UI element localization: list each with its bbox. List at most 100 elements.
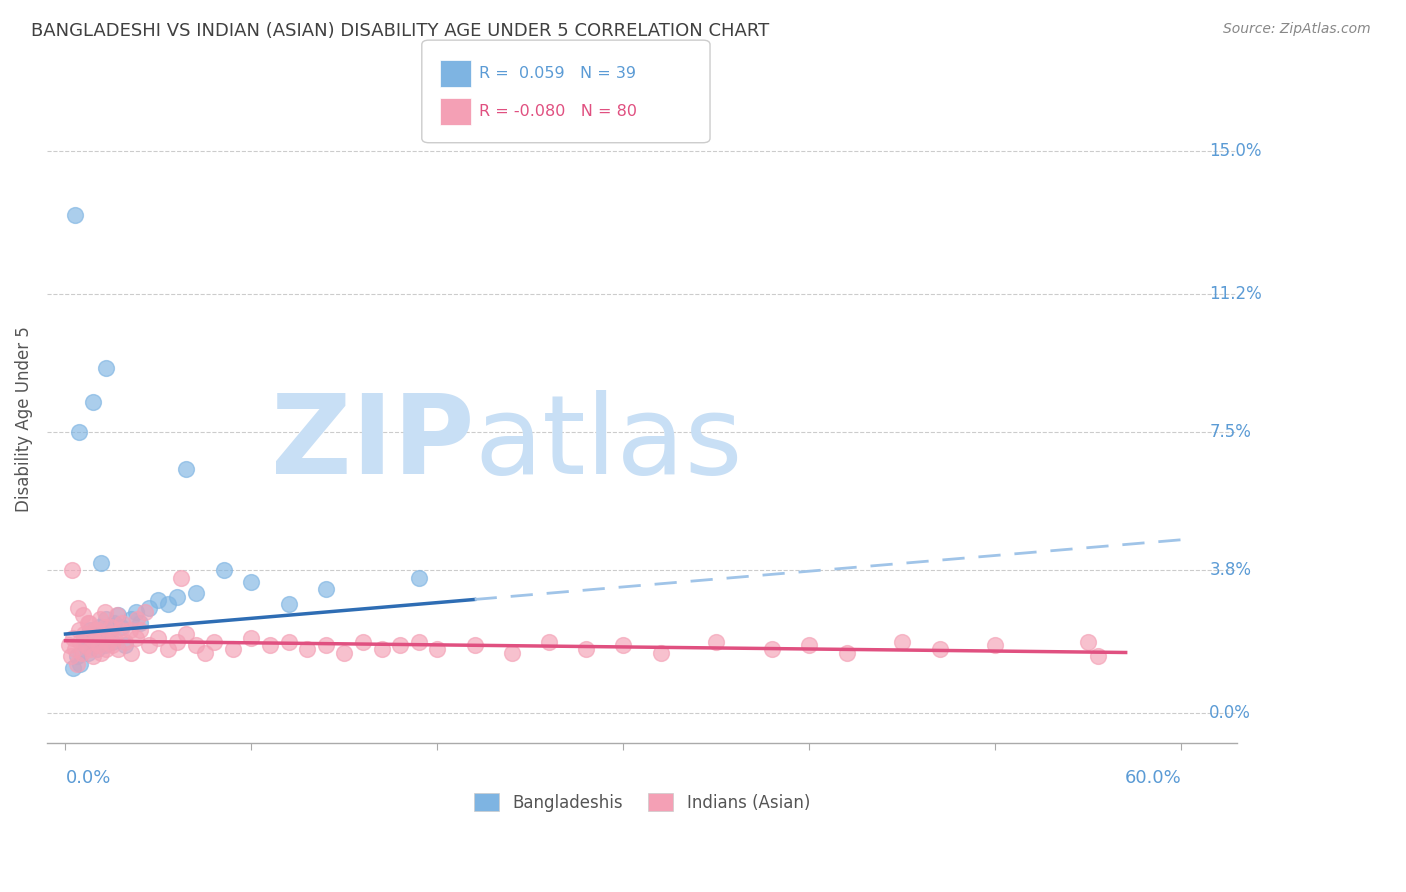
Text: 11.2%: 11.2% <box>1209 285 1263 302</box>
Legend: Bangladeshis, Indians (Asian): Bangladeshis, Indians (Asian) <box>468 787 817 818</box>
Point <box>66 649 89 664</box>
Point <box>134 605 156 619</box>
Point <box>87 619 110 633</box>
Point <box>297 642 319 657</box>
Point <box>76 646 98 660</box>
Point <box>156 597 179 611</box>
Point <box>93 619 115 633</box>
Point <box>76 615 98 630</box>
Point <box>120 646 142 660</box>
Point <box>984 638 1007 652</box>
Point <box>128 615 150 630</box>
Point <box>408 634 430 648</box>
Point <box>101 634 124 648</box>
Point <box>538 634 561 648</box>
Point <box>80 631 103 645</box>
Point <box>82 395 104 409</box>
Point <box>170 571 193 585</box>
Text: R = -0.080   N = 80: R = -0.080 N = 80 <box>479 104 637 119</box>
Point <box>84 627 107 641</box>
Point <box>90 556 112 570</box>
Point <box>94 605 117 619</box>
Point <box>97 634 120 648</box>
Point <box>62 661 84 675</box>
Point <box>184 638 207 652</box>
Point <box>82 649 104 664</box>
Point <box>63 642 86 657</box>
Point <box>67 624 90 638</box>
Point <box>60 563 83 577</box>
Text: 3.8%: 3.8% <box>1209 561 1251 580</box>
Point <box>575 642 598 657</box>
Point <box>77 615 100 630</box>
Point <box>240 574 263 589</box>
Text: 7.5%: 7.5% <box>1209 423 1251 441</box>
Text: ZIP: ZIP <box>271 390 475 497</box>
Point <box>212 563 235 577</box>
Point <box>761 642 783 657</box>
Point <box>105 608 128 623</box>
Point <box>118 624 141 638</box>
Point <box>706 634 728 648</box>
Point <box>389 638 412 652</box>
Text: 60.0%: 60.0% <box>1125 769 1181 787</box>
Point <box>107 642 129 657</box>
Point <box>202 634 225 648</box>
Point <box>166 634 188 648</box>
Text: atlas: atlas <box>475 390 744 497</box>
Point <box>352 634 374 648</box>
Point <box>612 638 634 652</box>
Point <box>110 619 132 633</box>
Point <box>90 646 112 660</box>
Point <box>96 361 118 376</box>
Point <box>138 600 160 615</box>
Point <box>58 638 80 652</box>
Point <box>315 582 337 596</box>
Point <box>60 649 83 664</box>
Point <box>1077 634 1099 648</box>
Point <box>63 208 86 222</box>
Text: 0.0%: 0.0% <box>1209 704 1251 722</box>
Text: Source: ZipAtlas.com: Source: ZipAtlas.com <box>1223 22 1371 37</box>
Point <box>84 634 107 648</box>
Point <box>148 593 170 607</box>
Point <box>176 462 198 476</box>
Point <box>103 631 125 645</box>
Point <box>111 615 134 630</box>
Point <box>70 646 93 660</box>
Point <box>101 638 124 652</box>
Point <box>408 571 430 585</box>
Point <box>98 627 121 641</box>
Point <box>928 642 950 657</box>
Point <box>277 634 299 648</box>
Point <box>100 619 122 633</box>
Point <box>426 642 449 657</box>
Point <box>194 646 217 660</box>
Point <box>333 646 356 660</box>
Point <box>87 638 110 652</box>
Point <box>799 638 821 652</box>
Text: 15.0%: 15.0% <box>1209 143 1261 161</box>
Point <box>83 624 105 638</box>
Point <box>79 624 101 638</box>
Point <box>176 627 198 641</box>
Point <box>1087 649 1109 664</box>
Point <box>240 631 263 645</box>
Point <box>96 612 118 626</box>
Point <box>93 638 115 652</box>
Point <box>69 634 91 648</box>
Point <box>501 646 523 660</box>
Point <box>79 642 101 657</box>
Point <box>73 627 96 641</box>
Point <box>96 642 118 657</box>
Point <box>110 624 132 638</box>
Point <box>315 638 337 652</box>
Point <box>66 600 89 615</box>
Point <box>73 631 96 645</box>
Point <box>259 638 281 652</box>
Point <box>138 638 160 652</box>
Point <box>370 642 392 657</box>
Point <box>120 612 142 626</box>
Point <box>72 608 94 623</box>
Point <box>107 608 129 623</box>
